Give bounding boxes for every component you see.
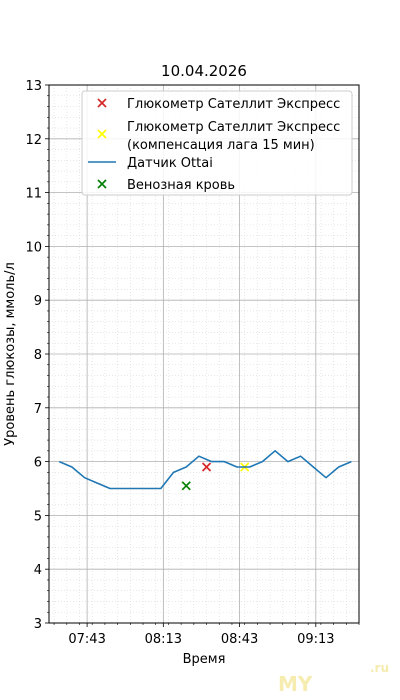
x-axis-label: Время [183,652,226,667]
plot-frame [48,84,360,624]
scatter-point-3 [181,481,191,491]
x-tick-label: 07:43 [68,632,105,647]
y-tick-label: 11 [25,187,42,202]
series-line-ottai [58,449,352,490]
data-series [58,449,352,491]
chart-title: 10.04.2026 [161,62,247,80]
y-tick-label: 4 [34,563,42,578]
y-tick-label: 5 [34,509,42,524]
legend: Глюкометр Сателлит Экспресс Глюкометр Сат… [81,90,353,196]
marker-stroke [201,462,212,472]
y-tick-label: 10 [25,240,42,255]
y-tick-label: 9 [34,294,42,309]
x-tick-label: 08:13 [145,632,182,647]
x-tick-label: 09:13 [297,632,334,647]
y-tick-label: 12 [25,133,42,148]
watermark-suffix: .ru [370,661,389,675]
y-tick-label: 6 [34,456,42,471]
legend-entry: Глюкометр Сателлит Экспресс [127,97,340,112]
scatter-point-0 [201,462,212,472]
legend-box [81,90,353,196]
y-tick-label: 3 [34,617,42,632]
marker-stroke [181,481,191,491]
y-tick-label: 7 [34,402,42,417]
legend-entry: Венозная кровь [127,178,235,193]
legend-entry: Глюкометр Сателлит Экспресс (компенсация … [127,120,340,153]
y-axis-label: Уровень глюкозы, ммоль/л [3,262,18,446]
legend-swatch-marker [97,129,107,139]
x-tick-label: 08:43 [221,632,258,647]
y-tick-label: 13 [25,79,42,94]
y-tick-label: 8 [34,348,42,363]
axis-ticks: 3 4 5 6 7 8 9 10 11 12 13 07:43 08:13 08:43 09:13 [25,79,360,647]
legend-swatch-marker [97,98,107,108]
legend-swatch-marker [97,179,107,189]
legend-entry: Датчик Ottai [127,156,213,171]
watermark-logo: MY [278,672,313,696]
